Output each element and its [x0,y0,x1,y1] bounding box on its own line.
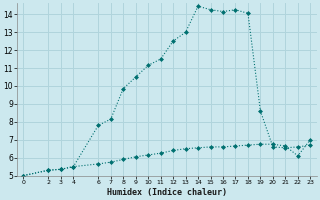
X-axis label: Humidex (Indice chaleur): Humidex (Indice chaleur) [107,188,227,197]
